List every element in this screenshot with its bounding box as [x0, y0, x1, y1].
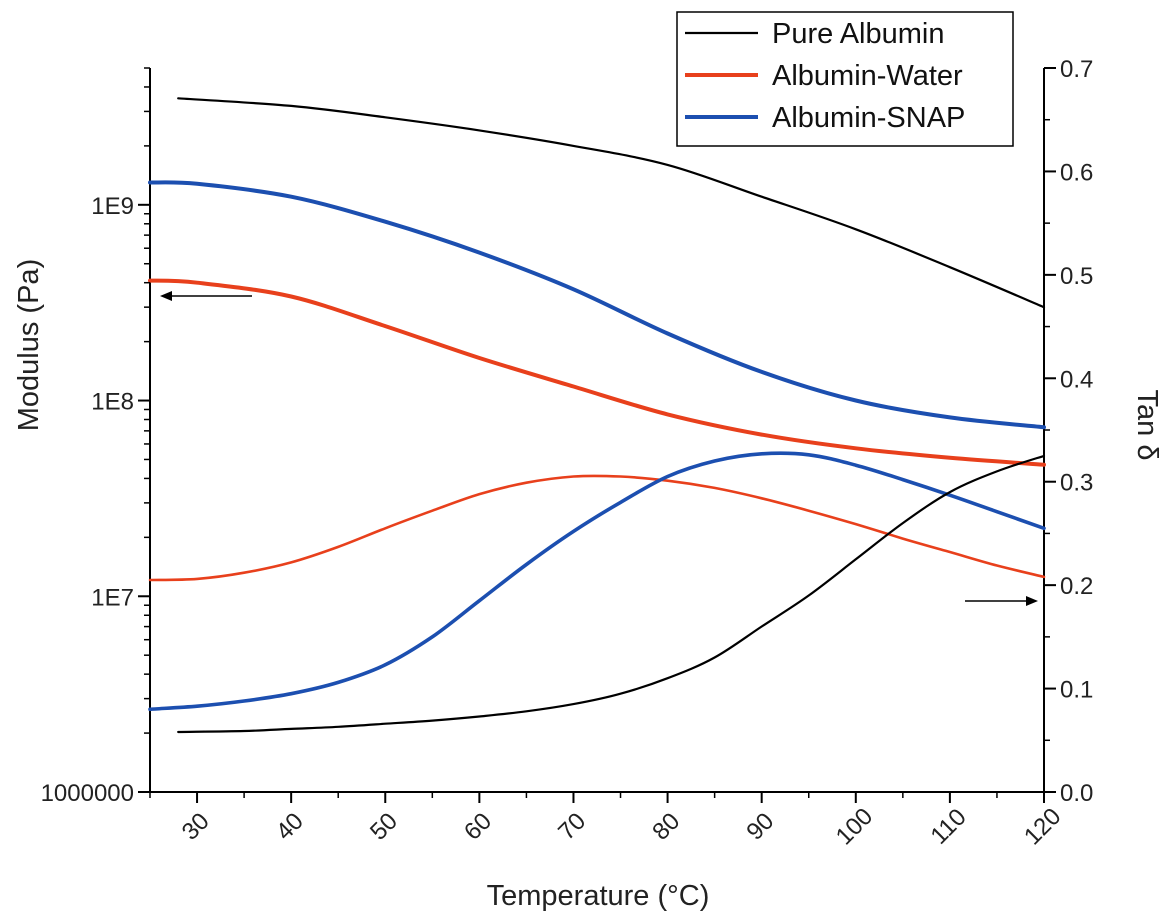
right-y-tick-label: 0.6: [1060, 159, 1093, 186]
right-y-tick-label: 0.2: [1060, 573, 1093, 600]
x-tick-label: 110: [926, 804, 972, 850]
albumin-snap-tan-delta-line: [148, 451, 1046, 712]
x-tick-label: 70: [553, 808, 591, 846]
albumin-snap-modulus-line: [148, 180, 1046, 430]
legend-label: Albumin-SNAP: [772, 102, 965, 134]
legend: Pure Albumin Albumin-Water Albumin-SNAP: [676, 11, 1014, 147]
axis-arrows: [160, 291, 1038, 606]
right-y-tick-label: 0.5: [1060, 263, 1093, 290]
x-tick-label: 50: [365, 808, 403, 846]
pure-albumin-tan-delta-line: [177, 454, 1046, 734]
x-tick-label: 60: [459, 808, 497, 846]
left-y-axis-title: Modulus (Pa): [13, 259, 45, 431]
left-y-tick-label: 1E9: [91, 193, 134, 220]
albumin-water-tan-delta-line: [148, 474, 1046, 582]
x-tick-label: 30: [177, 808, 215, 846]
right-y-tick-label: 0.0: [1060, 780, 1093, 807]
plot-frame: [149, 68, 1045, 793]
x-axis-title: Temperature (°C): [487, 880, 710, 912]
right-y-tick-label: 0.1: [1060, 677, 1093, 704]
x-tick-label: 120: [1019, 803, 1066, 850]
arrow-head: [160, 291, 172, 301]
right-y-axis-title: Tan δ: [1131, 390, 1163, 461]
x-tick-label: 80: [647, 808, 685, 846]
albumin-water-modulus-line: [148, 278, 1046, 467]
left-y-tick-label: 1000000: [41, 780, 134, 807]
pure-albumin-modulus-line: [177, 97, 1046, 309]
x-axis: 30 40 50 60 70 80 90 100 110 120: [149, 792, 1066, 850]
x-tick-label: 90: [741, 808, 779, 846]
left-y-axis: 1000000 1E7 1E8 1E9: [41, 67, 150, 807]
legend-box: [676, 11, 1014, 147]
series-layer: [148, 97, 1046, 734]
x-tick-label: 40: [271, 808, 309, 846]
right-y-tick-label: 0.7: [1060, 56, 1093, 83]
left-y-tick-label: 1E7: [91, 584, 134, 611]
x-tick-label: 100: [831, 803, 878, 850]
legend-label: Pure Albumin: [772, 18, 945, 50]
right-y-axis: 0.0 0.1 0.2 0.3 0.4 0.5 0.6 0.7: [1044, 56, 1093, 807]
right-y-tick-label: 0.3: [1060, 470, 1093, 497]
right-y-tick-label: 0.4: [1060, 366, 1093, 393]
arrow-head: [1026, 596, 1038, 606]
left-y-tick-label: 1E8: [91, 389, 134, 416]
legend-label: Albumin-Water: [772, 60, 963, 92]
